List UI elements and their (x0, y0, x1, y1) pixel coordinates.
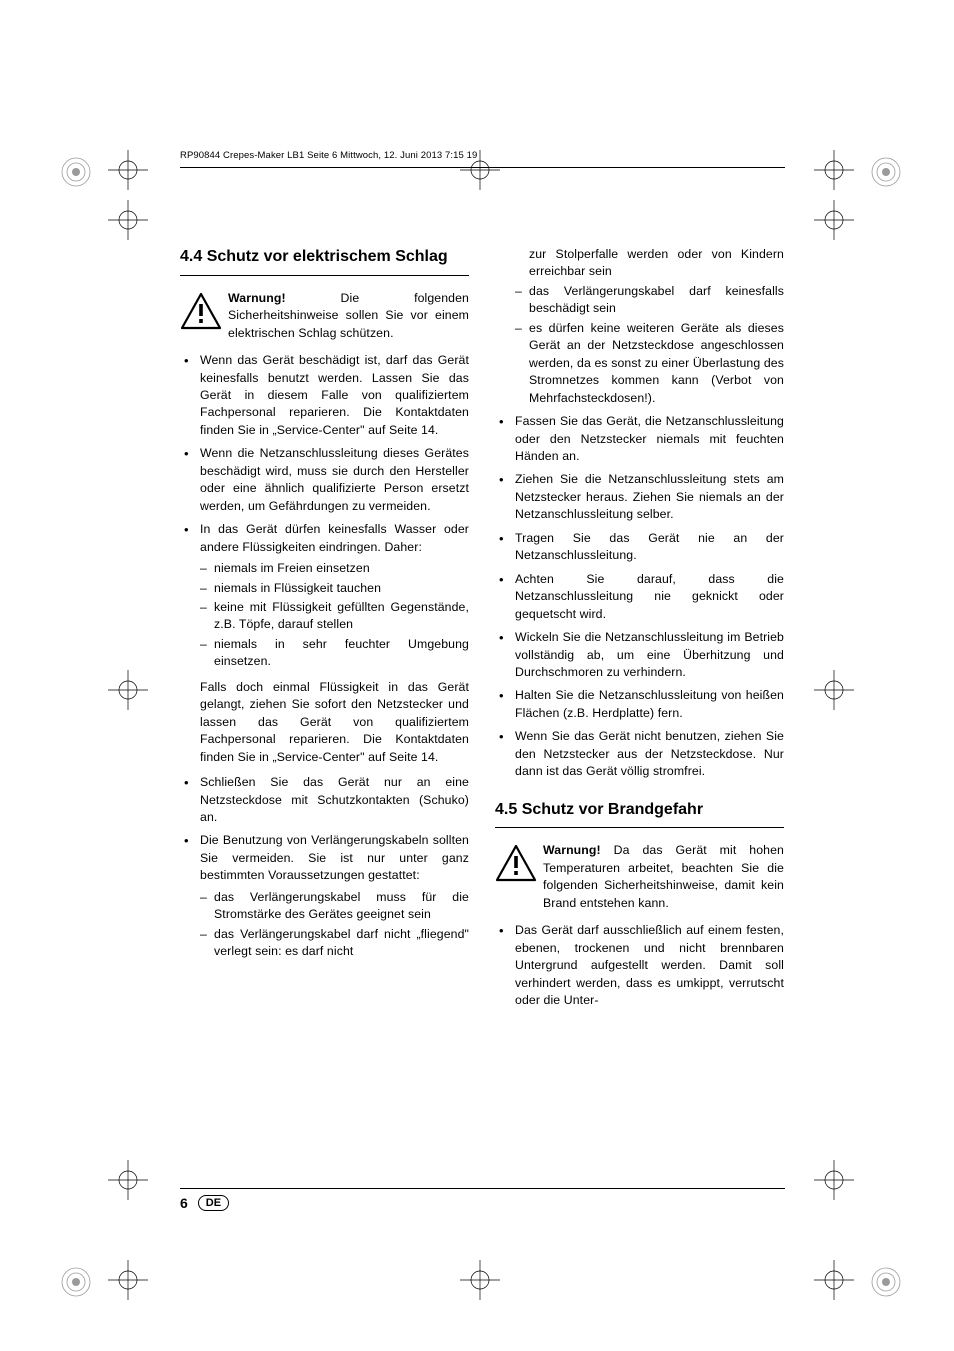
footer-content: 6 DE (180, 1195, 785, 1211)
language-badge: DE (198, 1195, 229, 1211)
warning-label-44: Warnung! (228, 291, 286, 305)
regmark-target-tl (52, 148, 100, 201)
list-item: Wickeln Sie die Netzanschlussleitung im … (495, 629, 784, 681)
bullets-45: Das Gerät darf ausschließlich auf einem … (495, 922, 784, 1009)
dash-item: das Verlängerungskabel muss für die Stro… (200, 889, 469, 924)
footer-rule (180, 1188, 785, 1189)
warning-text-45: Warnung! Da das Gerät mit hohen Temperat… (543, 843, 784, 909)
list-item: Tragen Sie das Gerät nie an der Netzansc… (495, 530, 784, 565)
page-footer: 6 DE (180, 1188, 785, 1211)
list-item: Das Gerät darf ausschließlich auf einem … (495, 922, 784, 1009)
dashes-44b-cont: zur Stolperfalle werden oder von Kindern… (495, 246, 784, 407)
text-columns: 4.4 Schutz vor elektrischem Schlag Warnu… (180, 246, 785, 1015)
subparagraph-44: Falls doch einmal Flüssigkeit in das Ger… (180, 679, 469, 766)
section-4-4-rule (180, 275, 469, 276)
dash-item: niemals in Flüssigkeit tauchen (200, 580, 469, 597)
list-item: Schließen Sie das Gerät nur an eine Netz… (180, 774, 469, 826)
page-number: 6 (180, 1195, 188, 1211)
dash-item-cont: zur Stolperfalle werden oder von Kindern… (495, 246, 784, 281)
list-item: Wenn das Gerät beschädigt ist, darf das … (180, 352, 469, 439)
regmark-crosshair-br (814, 1260, 854, 1305)
dash-item: das Verlängerungskabel darf keinesfalls … (495, 283, 784, 318)
running-head: RP90844 Crepes-Maker LB1 Seite 6 Mittwoc… (180, 150, 785, 161)
regmark-crosshair-ll (108, 1160, 148, 1205)
warning-triangle-icon (495, 844, 537, 887)
regmark-crosshair-tr2 (814, 200, 854, 245)
regmark-crosshair-tr (814, 150, 854, 195)
list-item: Wenn Sie das Gerät nicht benutzen, ziehe… (495, 728, 784, 780)
regmark-crosshair-lr (814, 1160, 854, 1205)
regmark-target-tr (862, 148, 910, 201)
warning-label-45: Warnung! (543, 843, 601, 857)
regmark-crosshair-ml (108, 670, 148, 715)
list-item: Halten Sie die Netzanschlussleitung von … (495, 687, 784, 722)
header-rule (180, 167, 785, 168)
column-right: zur Stolperfalle werden oder von Kindern… (495, 246, 784, 1015)
dashes-44a: niemals im Freien einsetzen niemals in F… (200, 560, 469, 671)
regmark-target-br (862, 1258, 910, 1311)
regmark-crosshair-tl2 (108, 200, 148, 245)
list-item-text: Die Benutzung von Verlängerungskabeln so… (200, 833, 469, 882)
list-item: Wenn die Netzanschlussleitung dieses Ger… (180, 445, 469, 515)
list-item: Ziehen Sie die Netzanschlussleitung stet… (495, 471, 784, 523)
warning-block-44: Warnung! Die folgenden Sicherheitshinwei… (180, 290, 469, 342)
dash-item: niemals in sehr feuchter Umgebung einset… (200, 636, 469, 671)
section-4-4-title: 4.4 Schutz vor elektrischem Schlag (180, 246, 469, 269)
warning-triangle-icon (180, 292, 222, 335)
bullets-44b: Schließen Sie das Gerät nur an eine Netz… (180, 774, 469, 961)
section-4-5-rule (495, 827, 784, 828)
list-item: Achten Sie darauf, dass die Netzanschlus… (495, 571, 784, 623)
page-frame: RP90844 Crepes-Maker LB1 Seite 6 Mittwoc… (180, 150, 785, 1015)
dash-item: es dürfen keine weiteren Geräte als dies… (495, 320, 784, 407)
dash-item: keine mit Flüssigkeit gefüllten Gegenstä… (200, 599, 469, 634)
regmark-crosshair-mr (814, 670, 854, 715)
bullets-44a: Wenn das Gerät beschädigt ist, darf das … (180, 352, 469, 671)
list-item: Die Benutzung von Verlängerungskabeln so… (180, 832, 469, 960)
warning-block-45: Warnung! Da das Gerät mit hohen Temperat… (495, 842, 784, 912)
warning-text-44: Warnung! Die folgenden Sicherheitshinwei… (228, 291, 469, 340)
list-item: In das Gerät dürfen keinesfalls Wasser o… (180, 521, 469, 671)
regmark-crosshair-tl (108, 150, 148, 195)
list-item: Fassen Sie das Gerät, die Netzanschlussl… (495, 413, 784, 465)
column-left: 4.4 Schutz vor elektrischem Schlag Warnu… (180, 246, 469, 1015)
dash-item: niemals im Freien einsetzen (200, 560, 469, 577)
list-item-text: In das Gerät dürfen keinesfalls Wasser o… (200, 522, 469, 553)
regmark-crosshair-bl (108, 1260, 148, 1305)
dash-item: das Verlängerungskabel darf nicht „flieg… (200, 926, 469, 961)
section-4-5-title: 4.5 Schutz vor Brandgefahr (495, 799, 784, 822)
regmark-crosshair-bc (460, 1260, 500, 1305)
regmark-target-bl (52, 1258, 100, 1311)
bullets-44c: Fassen Sie das Gerät, die Netzanschlussl… (495, 413, 784, 781)
dashes-44b: das Verlängerungskabel muss für die Stro… (200, 889, 469, 961)
